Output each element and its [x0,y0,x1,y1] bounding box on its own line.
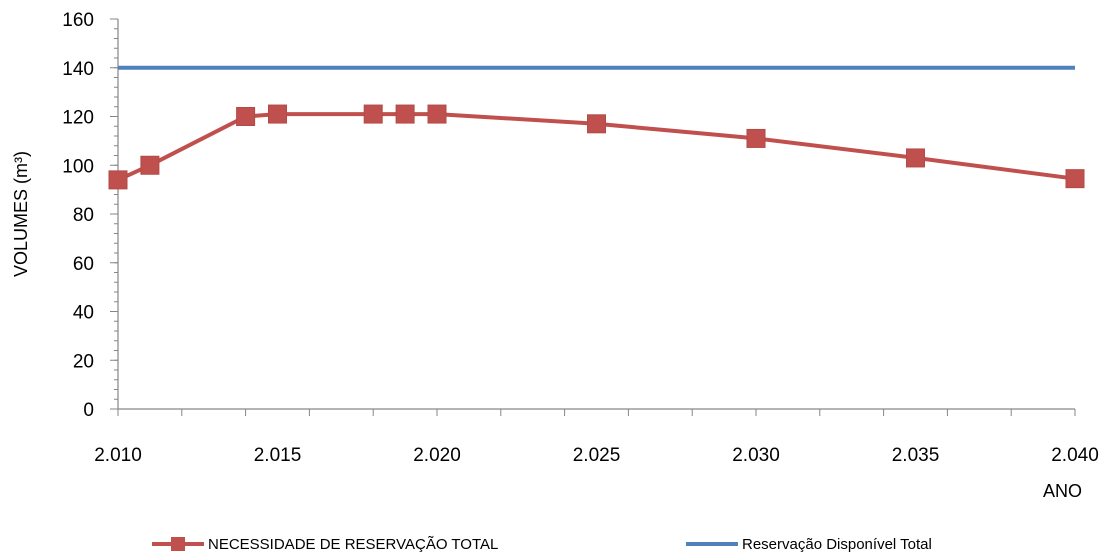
x-minor-ticks [117,409,1076,416]
x-tick-label: 2.035 [892,445,940,466]
data-point [236,107,256,126]
y-major-ticks [110,18,118,410]
data-point [1065,169,1085,189]
y-tick-label: 100 [62,156,94,177]
series-0 [108,104,1085,190]
y-tick-label: 140 [62,59,94,80]
legend-item-necessidade: NECESSIDADE DE RESERVAÇÃO TOTAL [152,536,498,553]
data-point [906,148,925,168]
x-tick-label: 2.030 [732,445,780,466]
x-tick-label: 2.020 [413,445,461,466]
x-axis-title: ANO [1043,481,1082,501]
y-tick-label: 120 [62,108,94,129]
legend-label-necessidade: NECESSIDADE DE RESERVAÇÃO TOTAL [208,536,498,553]
legend-item-reservacao: Reservação Disponível Total [686,536,932,553]
x-tick-label: 2.025 [573,445,621,466]
data-point [746,128,766,148]
data-point [395,104,415,124]
legend-swatch-marker [171,537,185,551]
y-tick-label: 60 [73,254,94,275]
data-point [108,170,128,190]
series [108,65,1085,190]
data-point [587,114,606,134]
y-tick-label: 0 [83,400,94,421]
x-tick-labels: 2.010 2.015 2.020 2.025 2.030 2.035 2.040 [94,445,1099,466]
y-tick-label: 80 [73,205,94,226]
data-point [268,104,287,124]
x-tick-label: 2.015 [254,445,302,466]
data-point [427,104,447,124]
y-tick-label: 40 [73,303,94,324]
x-tick-label: 2.010 [94,445,142,466]
y-axis-title: VOLUMES (m³) [11,151,31,277]
legend: NECESSIDADE DE RESERVAÇÃO TOTAL Reservaç… [152,536,932,553]
legend-label-reservacao: Reservação Disponível Total [742,536,932,553]
x-tick-label: 2.040 [1051,445,1099,466]
y-tick-label: 160 [62,10,94,31]
data-point [140,155,160,175]
data-point [363,104,383,124]
y-tick-labels: 0 20 40 60 80 100 120 140 160 [62,10,94,421]
y-tick-label: 20 [73,351,94,372]
